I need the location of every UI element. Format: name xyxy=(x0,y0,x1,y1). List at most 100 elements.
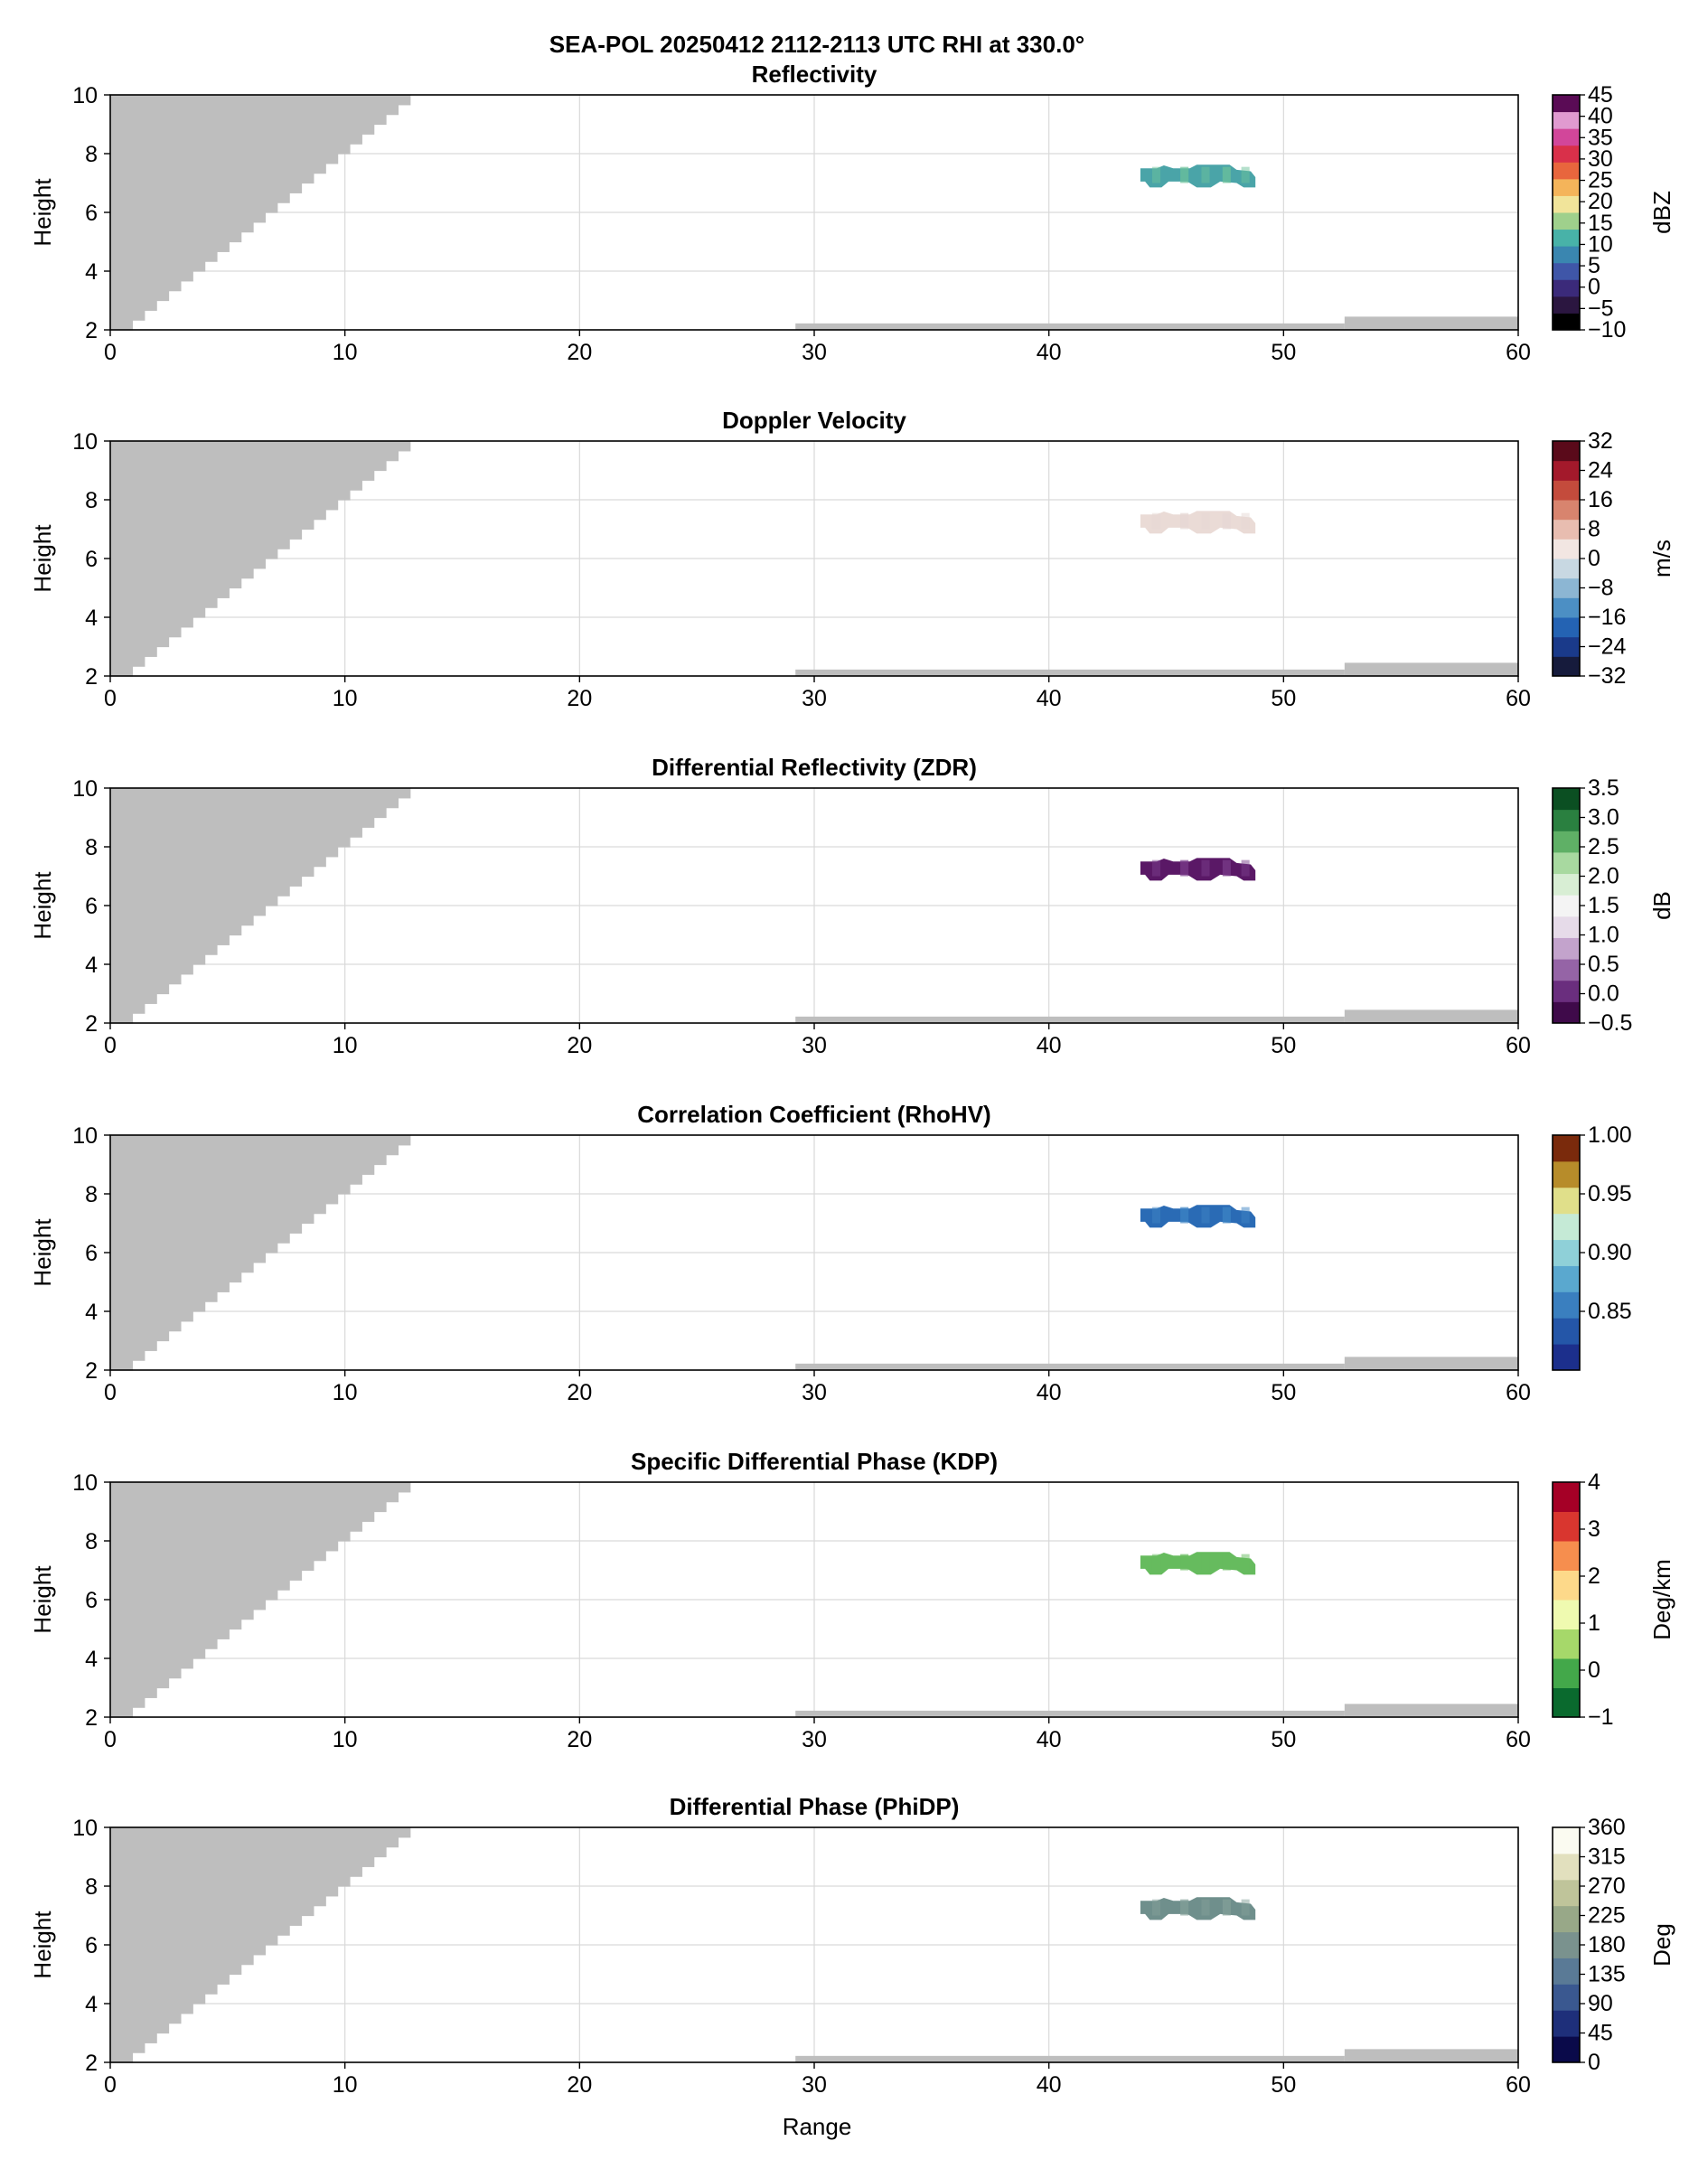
colorbar-segment xyxy=(1553,937,1580,960)
echo-gate xyxy=(1201,859,1210,877)
colorbar-segment xyxy=(1553,2036,1580,2063)
colorbar-segment xyxy=(1553,480,1580,501)
echo-gate xyxy=(1180,1207,1189,1224)
y-tick-label: 4 xyxy=(85,1647,98,1672)
blockage-mask xyxy=(110,973,182,985)
blockage-mask xyxy=(110,1184,351,1195)
y-tick-label: 8 xyxy=(85,835,98,860)
blockage-mask xyxy=(110,1013,134,1024)
blockage-mask xyxy=(110,2013,182,2024)
colorbar-segment xyxy=(1553,1600,1580,1629)
echo-gate xyxy=(1151,859,1161,877)
blockage-mask xyxy=(110,1638,218,1649)
x-tick-label: 20 xyxy=(567,1380,592,1405)
colorbar-tick-label: 0.5 xyxy=(1588,952,1619,977)
blockage-mask xyxy=(110,202,278,213)
colorbar-segment xyxy=(1553,296,1580,314)
colorbar-tick-label: 2.0 xyxy=(1588,864,1619,889)
blockage-mask xyxy=(110,1164,375,1175)
colorbar-tick-label: 1.0 xyxy=(1588,923,1619,948)
colorbar-segment xyxy=(1553,1570,1580,1601)
ground-clutter-mask xyxy=(1344,1357,1518,1370)
blockage-mask xyxy=(110,954,206,965)
blockage-mask xyxy=(110,1203,326,1215)
blockage-mask xyxy=(110,837,351,848)
colorbar-tick-label: 25 xyxy=(1588,168,1613,193)
x-tick-label: 10 xyxy=(333,686,358,711)
blockage-mask xyxy=(110,1511,375,1522)
blockage-mask xyxy=(110,1301,206,1312)
colorbar-tick-label: 8 xyxy=(1588,517,1600,542)
blockage-mask xyxy=(110,1154,387,1166)
colorbar-segment xyxy=(1553,1213,1580,1241)
colorbar-segment xyxy=(1553,262,1580,280)
blockage-mask xyxy=(110,1580,290,1591)
blockage-mask xyxy=(110,1925,290,1936)
blockage-mask xyxy=(110,886,290,897)
colorbar-tick-label: −10 xyxy=(1588,317,1626,343)
y-tick-label: 10 xyxy=(72,83,98,108)
colorbar-tick-label: 20 xyxy=(1588,189,1613,214)
colorbar: 0.85 0.90 0.95 1.00 xyxy=(1552,1122,1632,1371)
colorbar-tick-label: 3 xyxy=(1588,1516,1600,1542)
blockage-mask xyxy=(110,1629,230,1639)
y-tick-label: 10 xyxy=(72,429,98,455)
blockage-mask xyxy=(110,1233,290,1244)
blockage-mask xyxy=(110,1915,303,1926)
x-tick-label: 50 xyxy=(1271,340,1296,365)
y-tick-label: 10 xyxy=(72,776,98,802)
blockage-mask xyxy=(110,1619,242,1630)
colorbar-tick-label: 3.5 xyxy=(1588,775,1619,801)
echo-gate xyxy=(1201,1554,1210,1571)
colorbar-tick-label: 2.5 xyxy=(1588,834,1619,859)
y-tick-label: 10 xyxy=(72,1470,98,1496)
colorbar-segment xyxy=(1553,1658,1580,1688)
x-tick-label: 30 xyxy=(802,1727,827,1752)
blockage-mask xyxy=(110,1667,182,1679)
x-tick-label: 40 xyxy=(1037,1033,1062,1058)
blockage-mask xyxy=(110,925,242,936)
colorbar-segment xyxy=(1553,577,1580,598)
colorbar-tick-label: 0 xyxy=(1588,2050,1600,2075)
blockage-mask xyxy=(110,2023,170,2034)
echo-gate xyxy=(1201,1899,1210,1916)
colorbar-tick-label: 32 xyxy=(1588,428,1613,454)
blockage-mask xyxy=(110,817,375,828)
blockage-mask xyxy=(110,1697,145,1708)
colorbar-tick-label: 0 xyxy=(1588,1657,1600,1683)
colorbar-tick-label: 0 xyxy=(1588,275,1600,300)
colorbar-tick-label: 0.90 xyxy=(1588,1240,1632,1265)
blockage-mask xyxy=(110,280,182,292)
colorbar-segment xyxy=(1553,229,1580,247)
echo-gate xyxy=(1180,1554,1189,1571)
y-tick-label: 10 xyxy=(72,1123,98,1149)
blockage-mask xyxy=(110,1262,254,1273)
x-tick-label: 40 xyxy=(1037,340,1062,365)
blockage-mask xyxy=(110,251,218,262)
x-tick-label: 60 xyxy=(1506,1727,1531,1752)
echo-gate xyxy=(1180,1899,1189,1916)
blockage-mask xyxy=(110,1866,362,1877)
x-tick-label: 40 xyxy=(1037,686,1062,711)
colorbar-segment xyxy=(1553,212,1580,230)
blockage-mask xyxy=(110,2004,193,2014)
blockage-mask xyxy=(110,597,218,608)
blockage-mask xyxy=(110,290,170,302)
echo-gate xyxy=(1201,1207,1210,1224)
blockage-mask xyxy=(110,856,326,868)
blockage-mask xyxy=(110,1945,267,1956)
x-tick-label: 40 xyxy=(1037,1727,1062,1752)
y-tick-label: 6 xyxy=(85,547,98,572)
colorbar-segment xyxy=(1553,1187,1580,1215)
x-tick-label: 20 xyxy=(567,1033,592,1058)
blockage-mask xyxy=(110,896,278,906)
colorbar-segment xyxy=(1553,1853,1580,1881)
colorbar-segment xyxy=(1553,1541,1580,1571)
x-tick-label: 0 xyxy=(104,1727,117,1752)
blockage-mask xyxy=(110,797,399,809)
y-tick-label: 6 xyxy=(85,1588,98,1613)
colorbar-label: Deg/km xyxy=(1648,1559,1675,1640)
blockage-mask xyxy=(110,1560,314,1572)
x-tick-label: 30 xyxy=(802,2072,827,2098)
